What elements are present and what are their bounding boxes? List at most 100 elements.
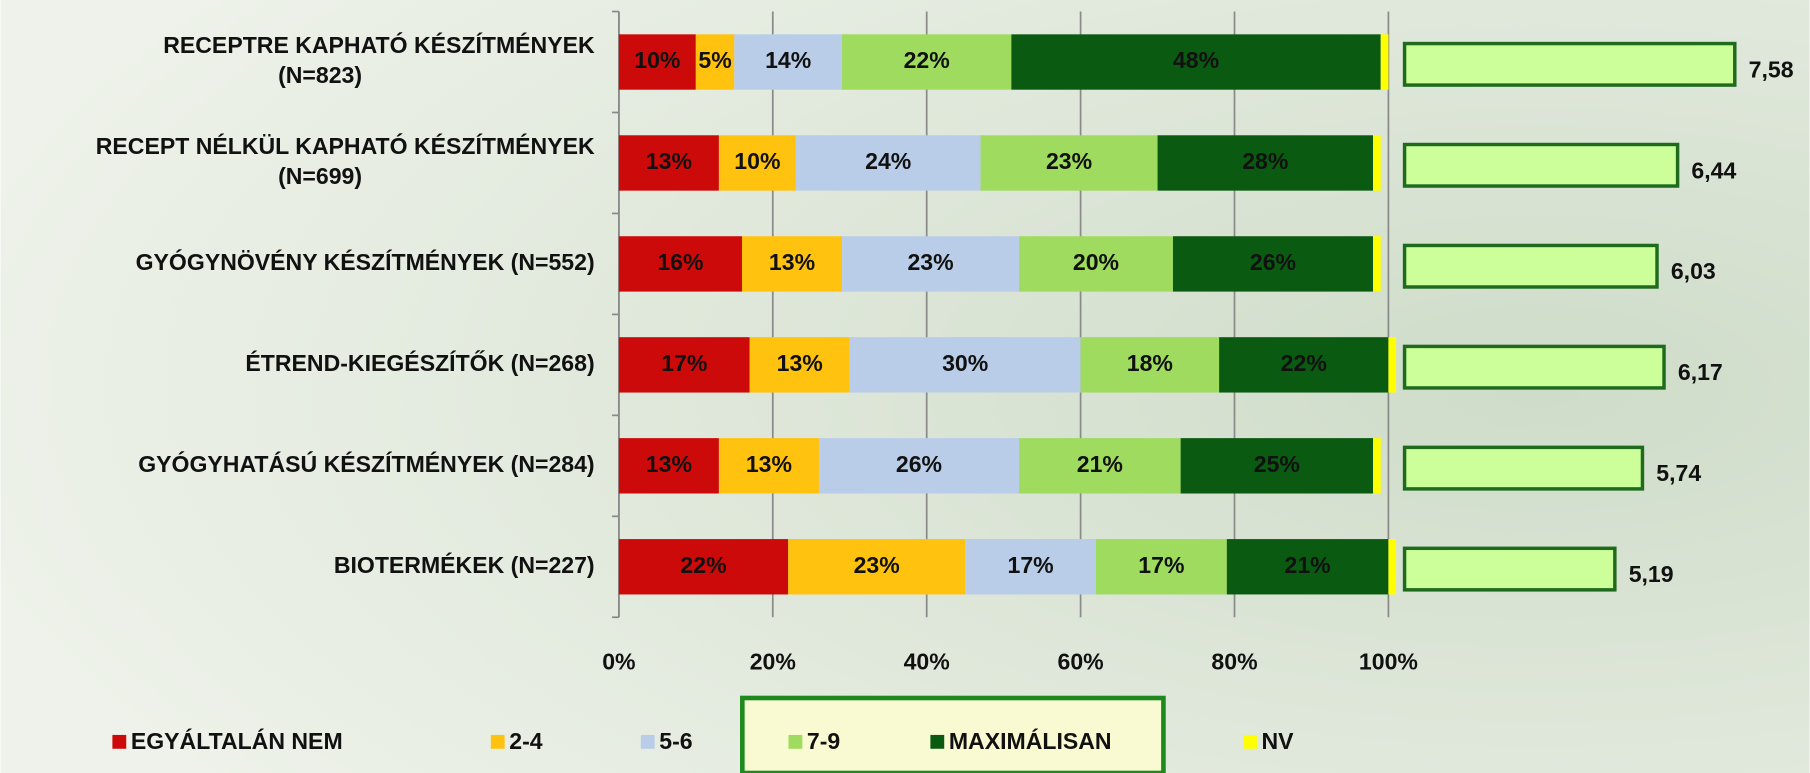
data-label: 26% — [1250, 249, 1296, 275]
data-label: 24% — [865, 148, 911, 174]
category-label: GYÓGYHATÁSÚ KÉSZÍTMÉNYEK (N=284) — [138, 450, 594, 477]
bar-segment — [1172, 236, 1374, 292]
legend-label: EGYÁLTALÁN NEM — [131, 727, 343, 754]
data-label: 10% — [634, 47, 680, 73]
bar-segment — [1373, 135, 1381, 191]
bar-segment — [618, 135, 719, 191]
bar-segment — [618, 539, 789, 595]
data-label: 48% — [1173, 47, 1219, 73]
x-tick-label: 60% — [1058, 648, 1104, 674]
data-label: 16% — [657, 249, 703, 275]
data-label: 14% — [765, 47, 811, 73]
data-label: 17% — [661, 350, 707, 376]
data-label: 26% — [896, 451, 942, 477]
legend-label: NV — [1262, 728, 1295, 754]
x-tick-label: 0% — [602, 648, 635, 674]
data-label: 21% — [1077, 451, 1123, 477]
legend-swatch — [788, 734, 803, 749]
bar-segment — [618, 34, 696, 90]
data-label: 21% — [1285, 552, 1331, 578]
bar-segment — [618, 438, 719, 494]
bar-segment — [1219, 337, 1389, 393]
category-label: GYÓGYNÖVÉNY KÉSZÍTMÉNYEK (N=552) — [136, 248, 595, 275]
x-tick-label: 100% — [1359, 648, 1418, 674]
data-label: 10% — [734, 148, 780, 174]
bar-segment — [734, 34, 843, 90]
category-label: RECEPTRE KAPHATÓ KÉSZÍTMÉNYEK — [163, 31, 595, 58]
data-label: 22% — [1281, 350, 1327, 376]
bar-segment — [1388, 337, 1397, 393]
bar-segment — [718, 135, 796, 191]
category-label: (N=699) — [278, 163, 362, 189]
bar-segment — [980, 135, 1158, 191]
data-label: 25% — [1254, 451, 1300, 477]
bar-segment — [618, 236, 743, 292]
data-label: 13% — [777, 350, 823, 376]
bar-segment — [742, 236, 843, 292]
bar-segment — [818, 438, 1020, 494]
category-label: ÉTREND-KIEGÉSZÍTŐK (N=268) — [245, 349, 594, 376]
bar-segment — [749, 337, 850, 393]
x-tick-label: 80% — [1211, 648, 1257, 674]
bar-segment — [788, 539, 966, 595]
data-label: 30% — [942, 350, 988, 376]
legend-swatch — [1243, 734, 1257, 749]
legend-label: 7-9 — [807, 728, 840, 754]
legend-swatch — [112, 734, 127, 749]
legend-label: MAXIMÁLISAN — [949, 727, 1112, 754]
category-label: BIOTERMÉKEK (N=227) — [334, 551, 595, 578]
bar-segment — [718, 438, 819, 494]
data-label: 7,58 — [1749, 56, 1794, 82]
data-label: 23% — [1046, 148, 1092, 174]
bar — [1402, 546, 1617, 592]
x-tick-label: 40% — [904, 648, 950, 674]
data-label: 13% — [646, 148, 692, 174]
data-label: 28% — [1242, 148, 1288, 174]
data-label: 6,17 — [1678, 359, 1723, 385]
legend-swatch — [640, 734, 655, 749]
legend-highlight-box — [740, 695, 1166, 773]
data-label: 23% — [854, 552, 900, 578]
bar-segment — [618, 337, 750, 393]
bar — [1402, 142, 1680, 188]
bar-segment — [849, 337, 1081, 393]
category-label: (N=823) — [278, 62, 362, 88]
bar-segment — [1388, 539, 1397, 595]
bar-segment — [1157, 135, 1374, 191]
data-label: 20% — [1073, 249, 1119, 275]
data-label: 6,44 — [1691, 157, 1736, 183]
bar-segment — [695, 34, 735, 90]
category-label: RECEPT NÉLKÜL KAPHATÓ KÉSZÍTMÉNYEK — [96, 132, 595, 159]
bar-segment — [1373, 438, 1381, 494]
data-label: 5,19 — [1629, 561, 1674, 587]
legend-swatch — [490, 734, 505, 749]
data-label: 17% — [1138, 552, 1184, 578]
legend-label: 2-4 — [509, 728, 543, 754]
data-label: 5% — [698, 47, 731, 73]
data-label: 13% — [769, 249, 815, 275]
bar-segment — [1019, 438, 1181, 494]
bar-segment — [965, 539, 1096, 595]
bar-segment — [1180, 438, 1374, 494]
data-label: 23% — [907, 249, 953, 275]
data-label: 22% — [904, 47, 950, 73]
bar — [1402, 41, 1737, 87]
bar-segment — [795, 135, 981, 191]
bar-segment — [1080, 337, 1220, 393]
x-tick-label: 20% — [750, 648, 796, 674]
bar-segment — [842, 34, 1012, 90]
legend-swatch — [930, 734, 945, 749]
data-label: 5,74 — [1656, 460, 1701, 486]
data-label: 17% — [1007, 552, 1053, 578]
data-label: 13% — [746, 451, 792, 477]
bar-segment — [1019, 236, 1173, 292]
bar-segment — [1226, 539, 1389, 595]
bar — [1402, 243, 1659, 289]
bar-segment — [1373, 236, 1381, 292]
bar-segment — [1380, 34, 1389, 90]
bar-segment — [842, 236, 1020, 292]
data-label: 22% — [680, 552, 726, 578]
data-label: 18% — [1127, 350, 1173, 376]
data-label: 6,03 — [1671, 258, 1716, 284]
